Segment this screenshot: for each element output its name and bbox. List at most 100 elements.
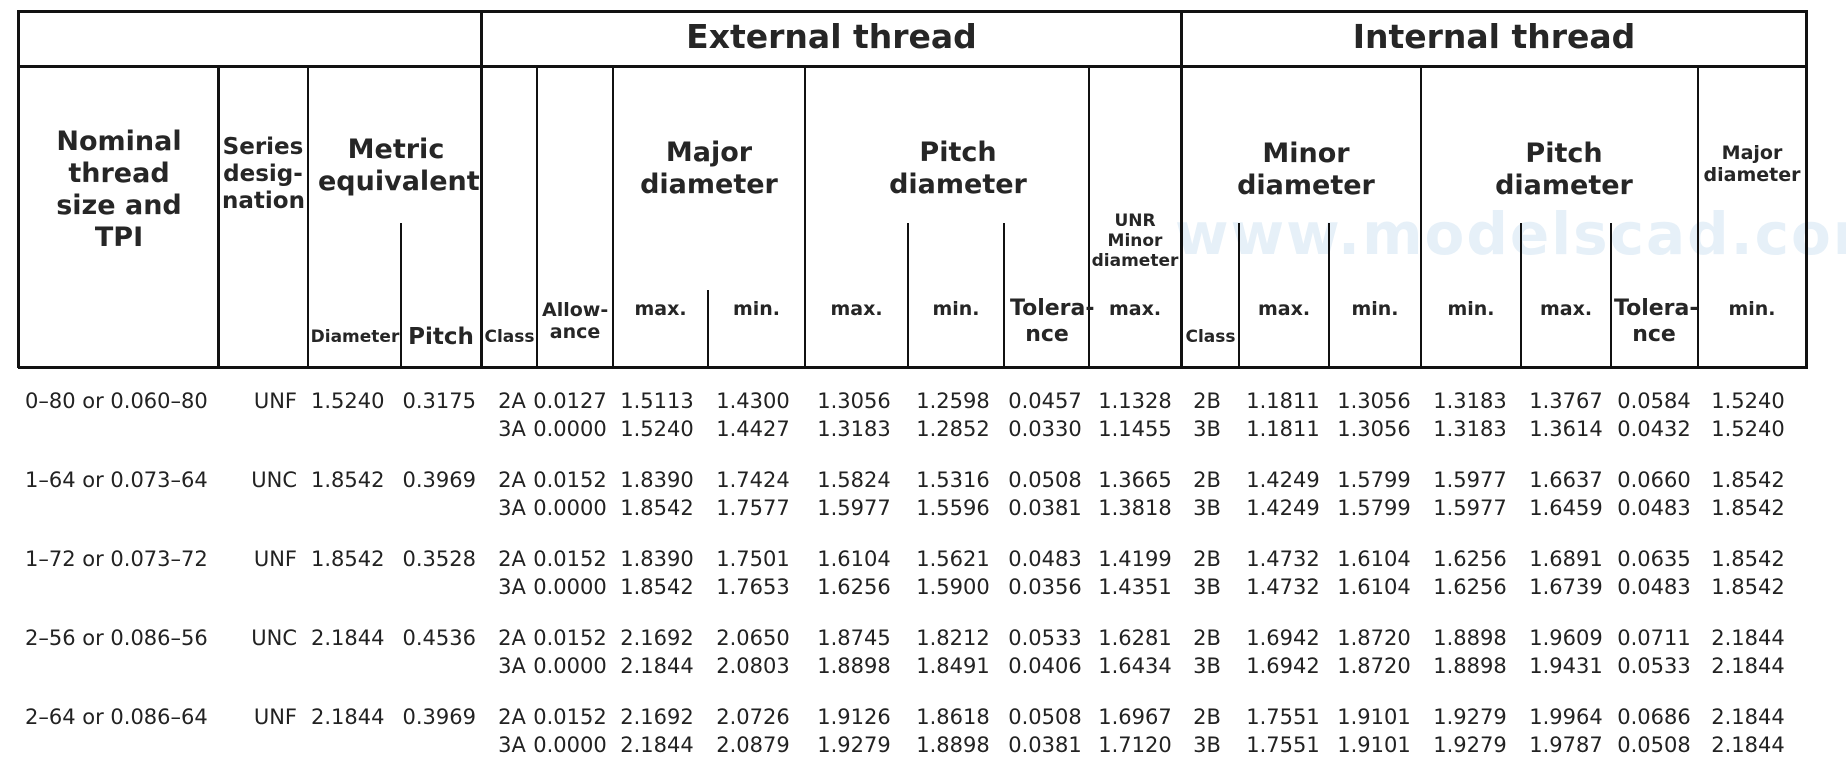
row-cell: 1.8898: [916, 733, 990, 757]
row-cell: 1.8898: [817, 654, 891, 678]
row-cell: 2.1844: [620, 654, 694, 678]
row-cell: 1.8390: [620, 547, 694, 571]
row-cell: 0.0330: [1008, 417, 1082, 441]
row-cell: 1.8745: [817, 626, 891, 650]
row-cell: 0.0711: [1617, 626, 1691, 650]
row-cell: 1.8898: [1433, 626, 1507, 650]
row-cell: 3B: [1193, 654, 1221, 678]
header-ext-pitch-min: min.: [932, 298, 980, 320]
rule-minor-split: [1328, 223, 1330, 368]
row-cell: 1.1811: [1246, 417, 1320, 441]
row-cell: 0.0000: [533, 417, 607, 441]
row-cell: 0.0152: [533, 626, 607, 650]
row-cell: 1.8542: [1711, 547, 1785, 571]
row-cell: 2B: [1193, 389, 1221, 413]
row-cell: 1.8542: [620, 496, 694, 520]
row-cell: 3B: [1193, 575, 1221, 599]
row-cell: 0.0508: [1008, 705, 1082, 729]
row-cell: 1.4427: [716, 417, 790, 441]
row-cell: 1.3665: [1098, 468, 1172, 492]
row-cell: 1.3056: [1337, 417, 1411, 441]
internal-thread-header: Internal thread: [1352, 17, 1636, 56]
header-ext-tolerance: Tolera-nce: [1010, 296, 1095, 347]
row-cell: 1.7120: [1098, 733, 1172, 757]
header-int-tolerance: Tolera-nce: [1614, 296, 1699, 347]
row-cell: 3B: [1193, 417, 1221, 441]
rule-series: [307, 66, 309, 368]
external-thread-header: External thread: [686, 17, 977, 56]
row-metric-pitch: 0.3175: [402, 389, 476, 413]
row-cell: 2.1844: [1711, 626, 1785, 650]
row-cell: 1.6739: [1529, 575, 1603, 599]
row-cell: 1.6434: [1098, 654, 1172, 678]
row-cell: 1.5621: [916, 547, 990, 571]
row-cell: 1.8491: [916, 654, 990, 678]
rule-pitch-split-2: [1003, 223, 1005, 368]
row-cell: 1.5799: [1337, 468, 1411, 492]
row-cell: 1.6256: [1433, 547, 1507, 571]
row-cell: 1.5316: [916, 468, 990, 492]
row-series: UNF: [253, 705, 297, 729]
row-cell: 2A: [498, 547, 526, 571]
row-cell: 1.8618: [916, 705, 990, 729]
row-cell: 0.0000: [533, 733, 607, 757]
row-cell: 1.6104: [1337, 547, 1411, 571]
row-cell: 1.9126: [817, 705, 891, 729]
row-cell: 2B: [1193, 547, 1221, 571]
row-cell: 1.5977: [1433, 496, 1507, 520]
row-cell: 0.0584: [1617, 389, 1691, 413]
row-cell: 1.8390: [620, 468, 694, 492]
row-metric-diameter: 1.5240: [311, 389, 385, 413]
header-int-major: Major diameter: [1703, 142, 1801, 187]
row-cell: 1.6104: [1337, 575, 1411, 599]
row-cell: 1.9787: [1529, 733, 1603, 757]
row-cell: 0.0406: [1008, 654, 1082, 678]
header-int-pitch-max: max.: [1539, 298, 1593, 320]
row-cell: 1.4249: [1246, 496, 1320, 520]
row-cell: 0.0432: [1617, 417, 1691, 441]
row-nominal: 1–64 or 0.073–64: [25, 468, 208, 492]
row-cell: 1.8542: [1711, 575, 1785, 599]
header-ext-pitch-max: max.: [830, 298, 883, 320]
row-cell: 2.1844: [1711, 705, 1785, 729]
row-cell: 2.0879: [716, 733, 790, 757]
row-cell: 2A: [498, 468, 526, 492]
row-cell: 1.7424: [716, 468, 790, 492]
row-cell: 1.8212: [916, 626, 990, 650]
row-cell: 1.3818: [1098, 496, 1172, 520]
row-cell: 1.6256: [1433, 575, 1507, 599]
header-series: Series desig-nation: [222, 134, 305, 215]
row-cell: 1.9431: [1529, 654, 1603, 678]
row-cell: 2.1844: [620, 733, 694, 757]
row-cell: 0.0000: [533, 654, 607, 678]
rule-int-pitch: [1697, 66, 1699, 368]
rule-right: [1805, 10, 1808, 368]
row-cell: 1.8542: [620, 575, 694, 599]
row-cell: 2A: [498, 389, 526, 413]
rule-int-minor: [1420, 66, 1422, 368]
row-cell: 1.4300: [716, 389, 790, 413]
header-metric: Metric equivalent: [318, 134, 480, 197]
row-cell: 0.0152: [533, 547, 607, 571]
row-series: UNC: [251, 626, 297, 650]
rule-major-split: [707, 290, 709, 368]
header-int-minor-min: min.: [1351, 298, 1399, 320]
row-cell: 0.0356: [1008, 575, 1082, 599]
row-cell: 0.0457: [1008, 389, 1082, 413]
row-nominal: 2–56 or 0.086–56: [25, 626, 208, 650]
row-cell: 1.5240: [1711, 389, 1785, 413]
row-cell: 1.5977: [1433, 468, 1507, 492]
row-metric-diameter: 2.1844: [311, 626, 385, 650]
row-cell: 1.9101: [1337, 705, 1411, 729]
row-cell: 1.6942: [1246, 626, 1320, 650]
row-metric-pitch: 0.3528: [402, 547, 476, 571]
row-cell: 2.0803: [716, 654, 790, 678]
row-cell: 3A: [498, 733, 526, 757]
row-cell: 1.9964: [1529, 705, 1603, 729]
row-cell: 2.0726: [716, 705, 790, 729]
header-ext-major: Major diameter: [640, 137, 778, 200]
header-int-class: Class: [1185, 327, 1236, 347]
row-series: UNF: [253, 547, 297, 571]
header-ext-major-max: max.: [634, 298, 687, 320]
row-cell: 2.1692: [620, 705, 694, 729]
